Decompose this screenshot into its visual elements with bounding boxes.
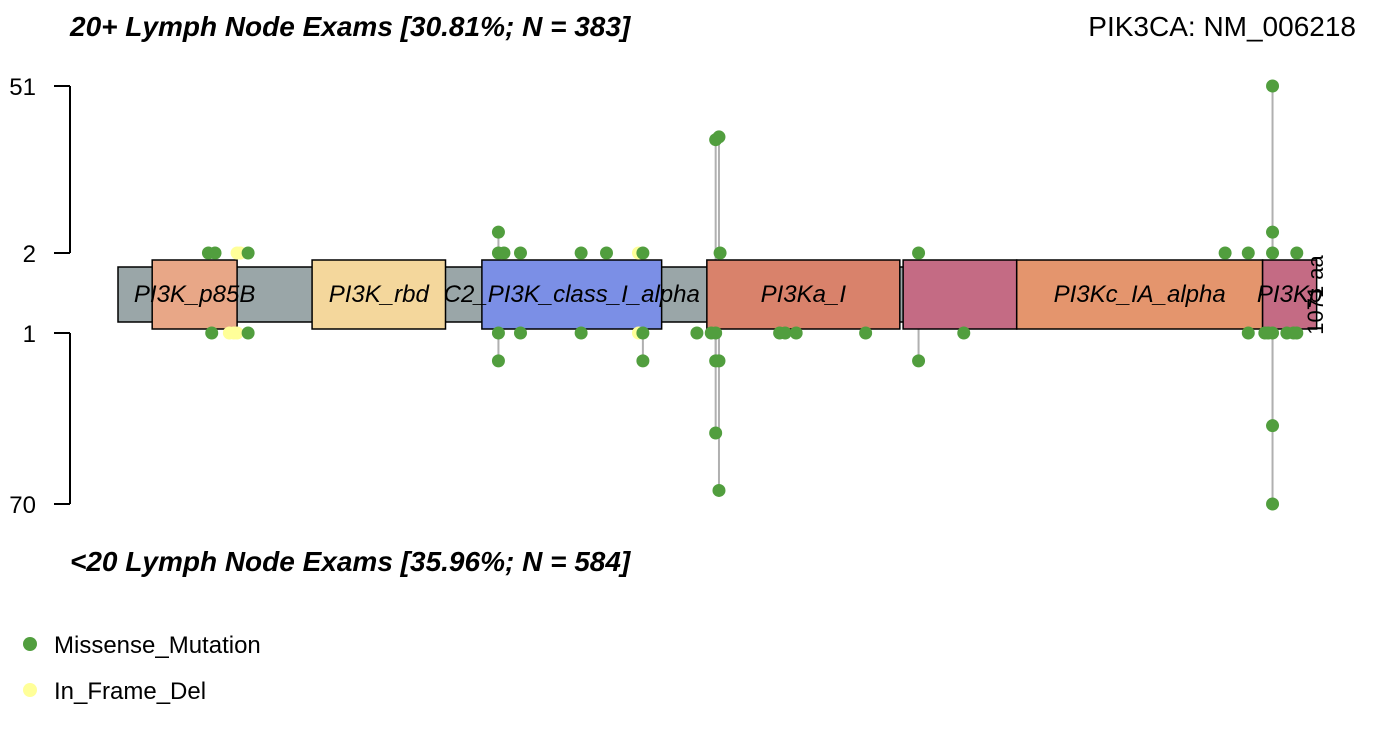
mutation-point	[1266, 246, 1280, 260]
domain-label: C2_PI3K_class_I_alpha	[444, 281, 700, 308]
mutation-point	[636, 354, 650, 368]
mutation-point	[513, 246, 527, 260]
bottom-cohort-title: <20 Lymph Node Exams [35.96%; N = 584]	[70, 546, 632, 577]
mutation-point	[1266, 419, 1280, 433]
mutation-point	[957, 326, 971, 340]
domain-box	[1261, 259, 1318, 330]
mutation-point	[1218, 246, 1232, 260]
mutation-point	[713, 246, 727, 260]
legend-label-inframe-del: In_Frame_Del	[54, 678, 206, 705]
protein-domains: PI3K_p85B PI3K_rbd C2_PI3K_class_I_alpha PI…	[134, 259, 1322, 330]
domain-box	[481, 259, 663, 330]
domain-label: PI3K_p85B	[134, 281, 255, 308]
mutation-point	[574, 246, 588, 260]
mutation-point	[1266, 79, 1280, 93]
mutation-point	[491, 354, 505, 368]
mutation-point	[912, 246, 926, 260]
domain-label: PI3Kc_IA_alpha	[1054, 281, 1226, 308]
domain-label: PI3Ka_I	[761, 281, 847, 308]
mutation-point	[513, 326, 527, 340]
mutation-point	[636, 246, 650, 260]
mutation-point	[709, 426, 723, 440]
mutation-point	[497, 246, 511, 260]
y-tick-label-top-min: 2	[23, 241, 36, 268]
mutation-points	[201, 79, 1304, 511]
mutation-point	[912, 354, 926, 368]
domain-box	[902, 259, 1018, 330]
mutation-point	[1241, 246, 1255, 260]
mutation-point	[208, 246, 222, 260]
legend-marker-inframe-del	[23, 683, 37, 697]
top-cohort-title: 20+ Lymph Node Exams [30.81%; N = 383]	[69, 11, 632, 42]
mutation-point	[636, 326, 650, 340]
y-tick-label-bottom-min: 1	[23, 321, 36, 348]
domain-box	[311, 259, 447, 330]
mutation-point	[241, 326, 255, 340]
mutation-point	[599, 246, 613, 260]
mutation-point	[491, 225, 505, 239]
y-tick-label-top-max: 51	[9, 74, 36, 101]
mutation-point	[1266, 326, 1280, 340]
mutation-point	[778, 326, 792, 340]
domain-box	[1015, 259, 1264, 330]
mutation-point	[709, 326, 723, 340]
mutation-point	[712, 130, 726, 144]
domain-label: PI3Kp	[1257, 281, 1322, 308]
y-axis-bottom: 1 70	[9, 321, 71, 519]
protein-length-label: 1071 aa	[1303, 254, 1328, 334]
mutation-point	[491, 326, 505, 340]
mutation-point	[712, 354, 726, 368]
domain-box	[706, 259, 901, 330]
mutation-point	[859, 326, 873, 340]
mutation-point	[205, 326, 219, 340]
gene-transcript-label: PIK3CA: NM_006218	[1088, 11, 1356, 42]
domain-box	[151, 259, 238, 330]
mutation-point	[230, 326, 244, 340]
y-axis-top: 51 2	[9, 74, 71, 268]
mutation-point	[1290, 246, 1304, 260]
mutation-point	[241, 246, 255, 260]
domain-label: PI3K_rbd	[329, 281, 430, 308]
mutation-point	[789, 326, 803, 340]
mutation-point	[1241, 326, 1255, 340]
legend-label-missense: Missense_Mutation	[54, 632, 261, 659]
mutation-point	[1266, 497, 1280, 511]
mutation-point	[690, 326, 704, 340]
legend: Missense_Mutation In_Frame_Del	[23, 632, 261, 705]
mutation-point	[1290, 326, 1304, 340]
mutation-point	[574, 326, 588, 340]
legend-marker-missense	[23, 637, 37, 651]
mutation-point	[712, 483, 726, 497]
y-tick-label-bottom-max: 70	[9, 492, 36, 519]
mutation-point	[1266, 225, 1280, 239]
